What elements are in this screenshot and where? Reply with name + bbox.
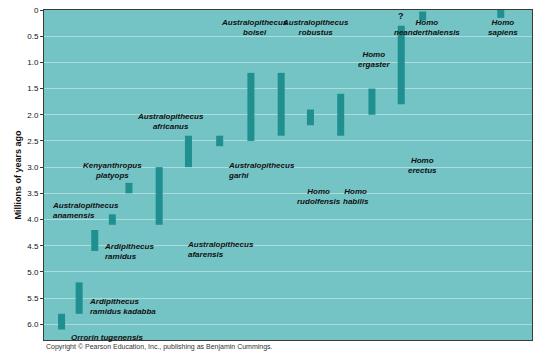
svg-text:Australopithecusanamensis: Australopithecusanamensis — [52, 201, 119, 220]
svg-text:0.5: 0.5 — [27, 32, 39, 41]
svg-text:Ardipithecusramidus kadabba: Ardipithecusramidus kadabba — [89, 297, 156, 316]
svg-text:Homoneanderthalensis: Homoneanderthalensis — [394, 18, 460, 37]
svg-text:Australopithecusboisei: Australopithecusboisei — [221, 18, 288, 37]
svg-text:Ardipithecusramidus: Ardipithecusramidus — [104, 242, 154, 261]
svg-text:Homoergaster: Homoergaster — [358, 50, 390, 69]
svg-text:5.5: 5.5 — [27, 294, 39, 303]
svg-text:Millions of years ago: Millions of years ago — [13, 130, 23, 220]
svg-text:Australopithecusafricanus: Australopithecusafricanus — [137, 112, 204, 131]
svg-text:2.0: 2.0 — [27, 111, 39, 120]
svg-text:4.5: 4.5 — [27, 242, 39, 251]
svg-text:4.0: 4.0 — [27, 215, 39, 224]
svg-text:Kenyanthropusplatyops: Kenyanthropusplatyops — [83, 161, 142, 180]
svg-text:0: 0 — [34, 6, 39, 15]
svg-text:Australopithecusrobustus: Australopithecusrobustus — [282, 18, 349, 37]
svg-text:3.0: 3.0 — [27, 163, 39, 172]
svg-text:2.5: 2.5 — [27, 137, 39, 146]
svg-text:Homohabilis: Homohabilis — [343, 187, 369, 206]
svg-text:6.0: 6.0 — [27, 320, 39, 329]
svg-text:1.0: 1.0 — [27, 58, 39, 67]
svg-text:?: ? — [398, 11, 404, 21]
svg-text:Homoerectus: Homoerectus — [408, 156, 437, 175]
svg-text:Australopithecusafarensis: Australopithecusafarensis — [187, 240, 254, 259]
svg-text:3.5: 3.5 — [27, 189, 39, 198]
svg-text:Copyright © Pearson Education,: Copyright © Pearson Education, Inc., pub… — [46, 343, 273, 351]
svg-text:1.5: 1.5 — [27, 84, 39, 93]
svg-text:Homorudolfensis: Homorudolfensis — [297, 187, 341, 206]
svg-text:5.0: 5.0 — [27, 268, 39, 277]
svg-text:Orrorin tugenensis: Orrorin tugenensis — [71, 333, 144, 342]
svg-text:Homosapiens: Homosapiens — [488, 18, 518, 37]
svg-text:Australopithecusgarhi: Australopithecusgarhi — [228, 161, 295, 180]
